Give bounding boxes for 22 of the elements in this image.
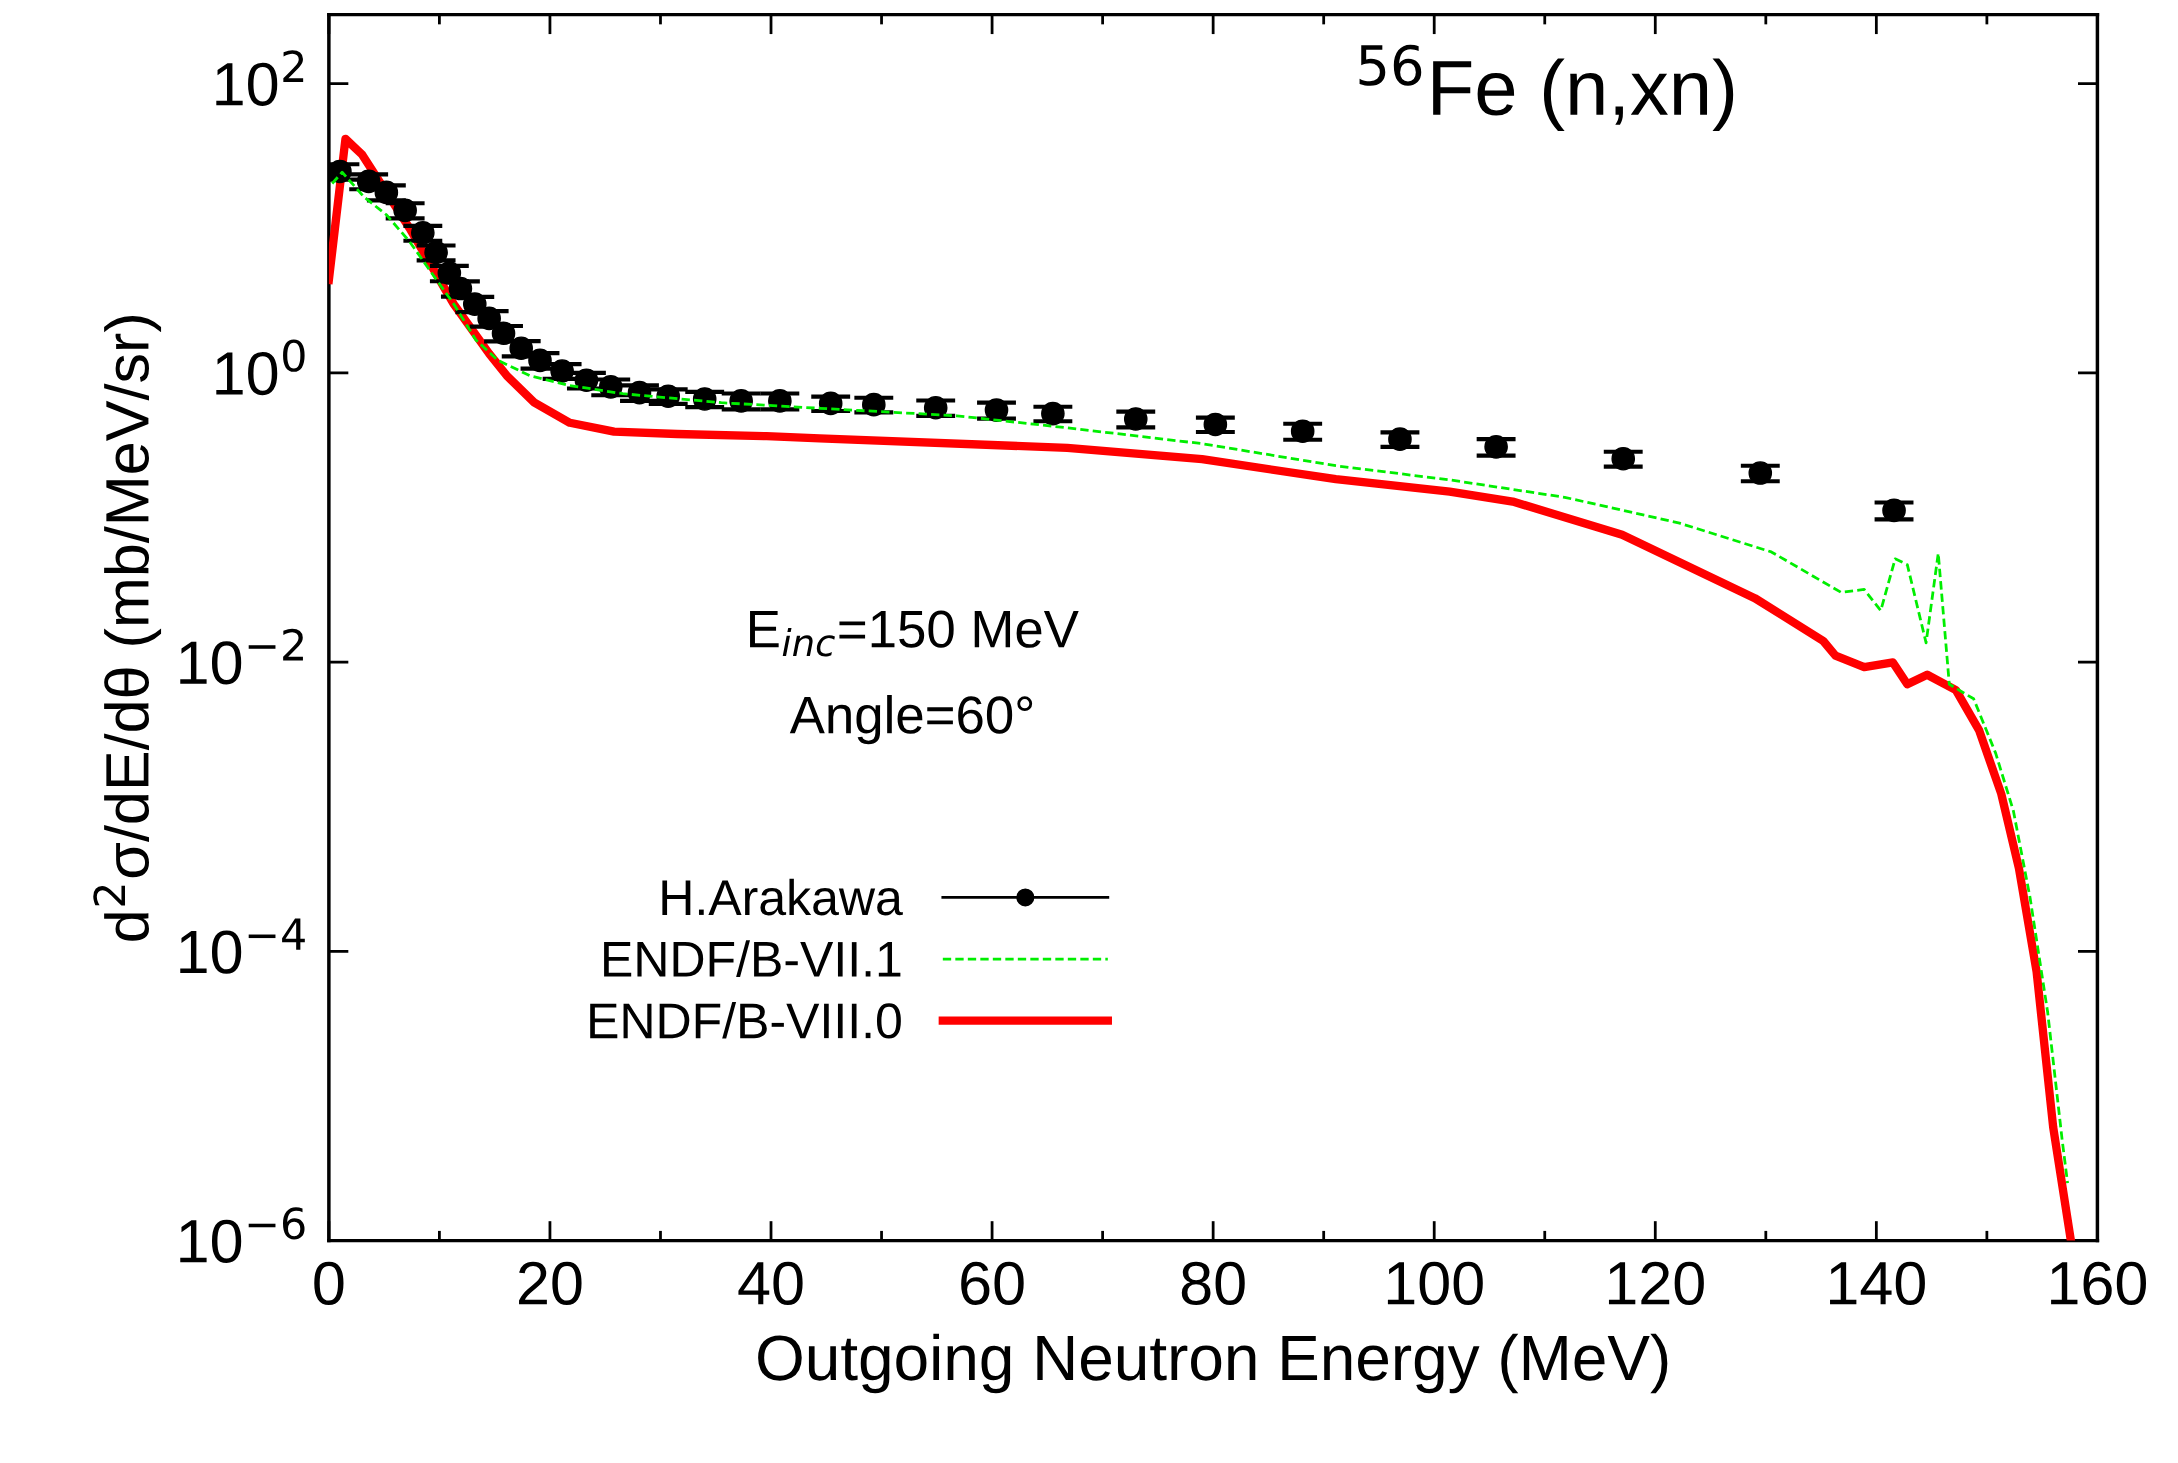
x-tick-label: 0 (314, 1261, 344, 1305)
y-tick-label: 10$^{−6}$ (180, 1207, 305, 1263)
y-tick-label: 10$^{−4}$ (180, 918, 305, 974)
y-tick-label: 10$^{0}$ (216, 339, 305, 396)
annotation: $^{56}$Fe (n,xn) (1359, 44, 1734, 131)
x-tick-label: 20 (519, 1261, 582, 1305)
x-tick-label: 40 (738, 1261, 803, 1305)
x-tick-label: 80 (1181, 1261, 1245, 1305)
x-tick-label: 100 (1387, 1261, 1483, 1305)
y-tick-label: 10$^{−2}$ (180, 628, 303, 685)
x-tick-label: 140 (1830, 1261, 1925, 1305)
x-tick-label: 160 (2051, 1261, 2147, 1305)
legend-label: ENDF/B-VII.1 (604, 940, 901, 978)
legend-label: H.Arakawa (662, 878, 903, 916)
legend-label: ENDF/B-VIII.0 (590, 1001, 901, 1039)
y-axis-title: d$^{2}$σ/dE/dθ (mb/MeV/sr) (93, 316, 162, 941)
x-axis-title: Outgoing Neutron Energy (MeV) (758, 1333, 1668, 1394)
x-tick-label: 120 (1608, 1261, 1704, 1305)
annotation: Angle=60° (789, 694, 1033, 745)
x-tick-label: 60 (961, 1261, 1024, 1305)
y-tick-label: 10$^{2}$ (216, 50, 304, 106)
annotation: E$_{inc}$=150 MeV (750, 610, 1079, 657)
